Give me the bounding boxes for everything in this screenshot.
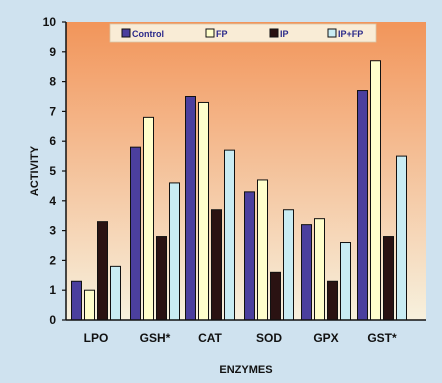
bar-control-cat: [185, 96, 196, 321]
bar-ip-fp-gpx: [340, 242, 351, 321]
bar-fp-lpo: [84, 289, 95, 321]
x-tick-label: GPX: [313, 331, 338, 345]
legend: Control FP IP IP+FP: [109, 23, 377, 43]
y-tick-label: 8: [49, 75, 56, 89]
x-axis-label: ENZYMES: [219, 364, 272, 376]
bar-ip-gpx: [327, 280, 338, 321]
bar-ip-gsh: [156, 236, 167, 321]
y-tick-label: 3: [49, 224, 56, 238]
x-tick-label: GST*: [367, 331, 397, 345]
y-tick-label: 2: [49, 253, 56, 267]
bar-control-gst: [357, 90, 368, 321]
legend-swatch: [327, 28, 337, 38]
bar-fp-gst: [370, 60, 381, 321]
y-tick-label: 10: [43, 15, 57, 29]
y-tick-label: 9: [49, 45, 56, 59]
bar-ip-fp-cat: [224, 149, 235, 321]
bar-ip-lpo: [97, 221, 108, 321]
y-tick-label: 7: [49, 104, 56, 118]
legend-label: FP: [216, 29, 228, 39]
bar-control-sod: [244, 191, 255, 321]
bar-fp-cat: [198, 101, 209, 321]
bar-control-gsh: [130, 146, 141, 321]
x-tick-label: GSH*: [140, 331, 171, 345]
y-tick-label: 4: [49, 194, 56, 208]
legend-label: Control: [132, 29, 164, 39]
x-tick-label: CAT: [198, 331, 222, 345]
bar-ip-fp-sod: [283, 209, 294, 321]
bar-ip-fp-lpo: [110, 265, 121, 321]
legend-swatch: [121, 28, 131, 38]
legend-label: IP+FP: [338, 29, 363, 39]
bar-ip-fp-gst: [396, 155, 407, 321]
bar-fp-gpx: [314, 218, 325, 321]
bar-control-gpx: [301, 224, 312, 321]
bar-ip-fp-gsh: [169, 182, 180, 321]
legend-swatch: [205, 28, 215, 38]
bar-control-lpo: [71, 280, 82, 321]
bar-fp-gsh: [143, 116, 154, 321]
legend-box: [109, 23, 377, 43]
bar-ip-sod: [270, 271, 281, 321]
y-axis-label: ACTIVITY: [29, 145, 41, 196]
axes-layer: 0 1 2 3 4 5 6 7 8 9 10 LPO GSH* CAT SOD GPX GST*: [43, 15, 426, 345]
bar-ip-cat: [211, 209, 222, 321]
legend-label: IP: [280, 29, 289, 39]
bar-ip-gst: [383, 236, 394, 321]
legend-swatch: [269, 28, 279, 38]
y-tick-label: 5: [49, 164, 56, 178]
x-tick-label: SOD: [256, 331, 282, 345]
y-tick-label: 0: [49, 313, 56, 327]
bar-fp-sod: [257, 179, 268, 321]
y-tick-label: 1: [49, 283, 56, 297]
y-tick-label: 6: [49, 134, 56, 148]
x-tick-label: LPO: [84, 331, 109, 345]
